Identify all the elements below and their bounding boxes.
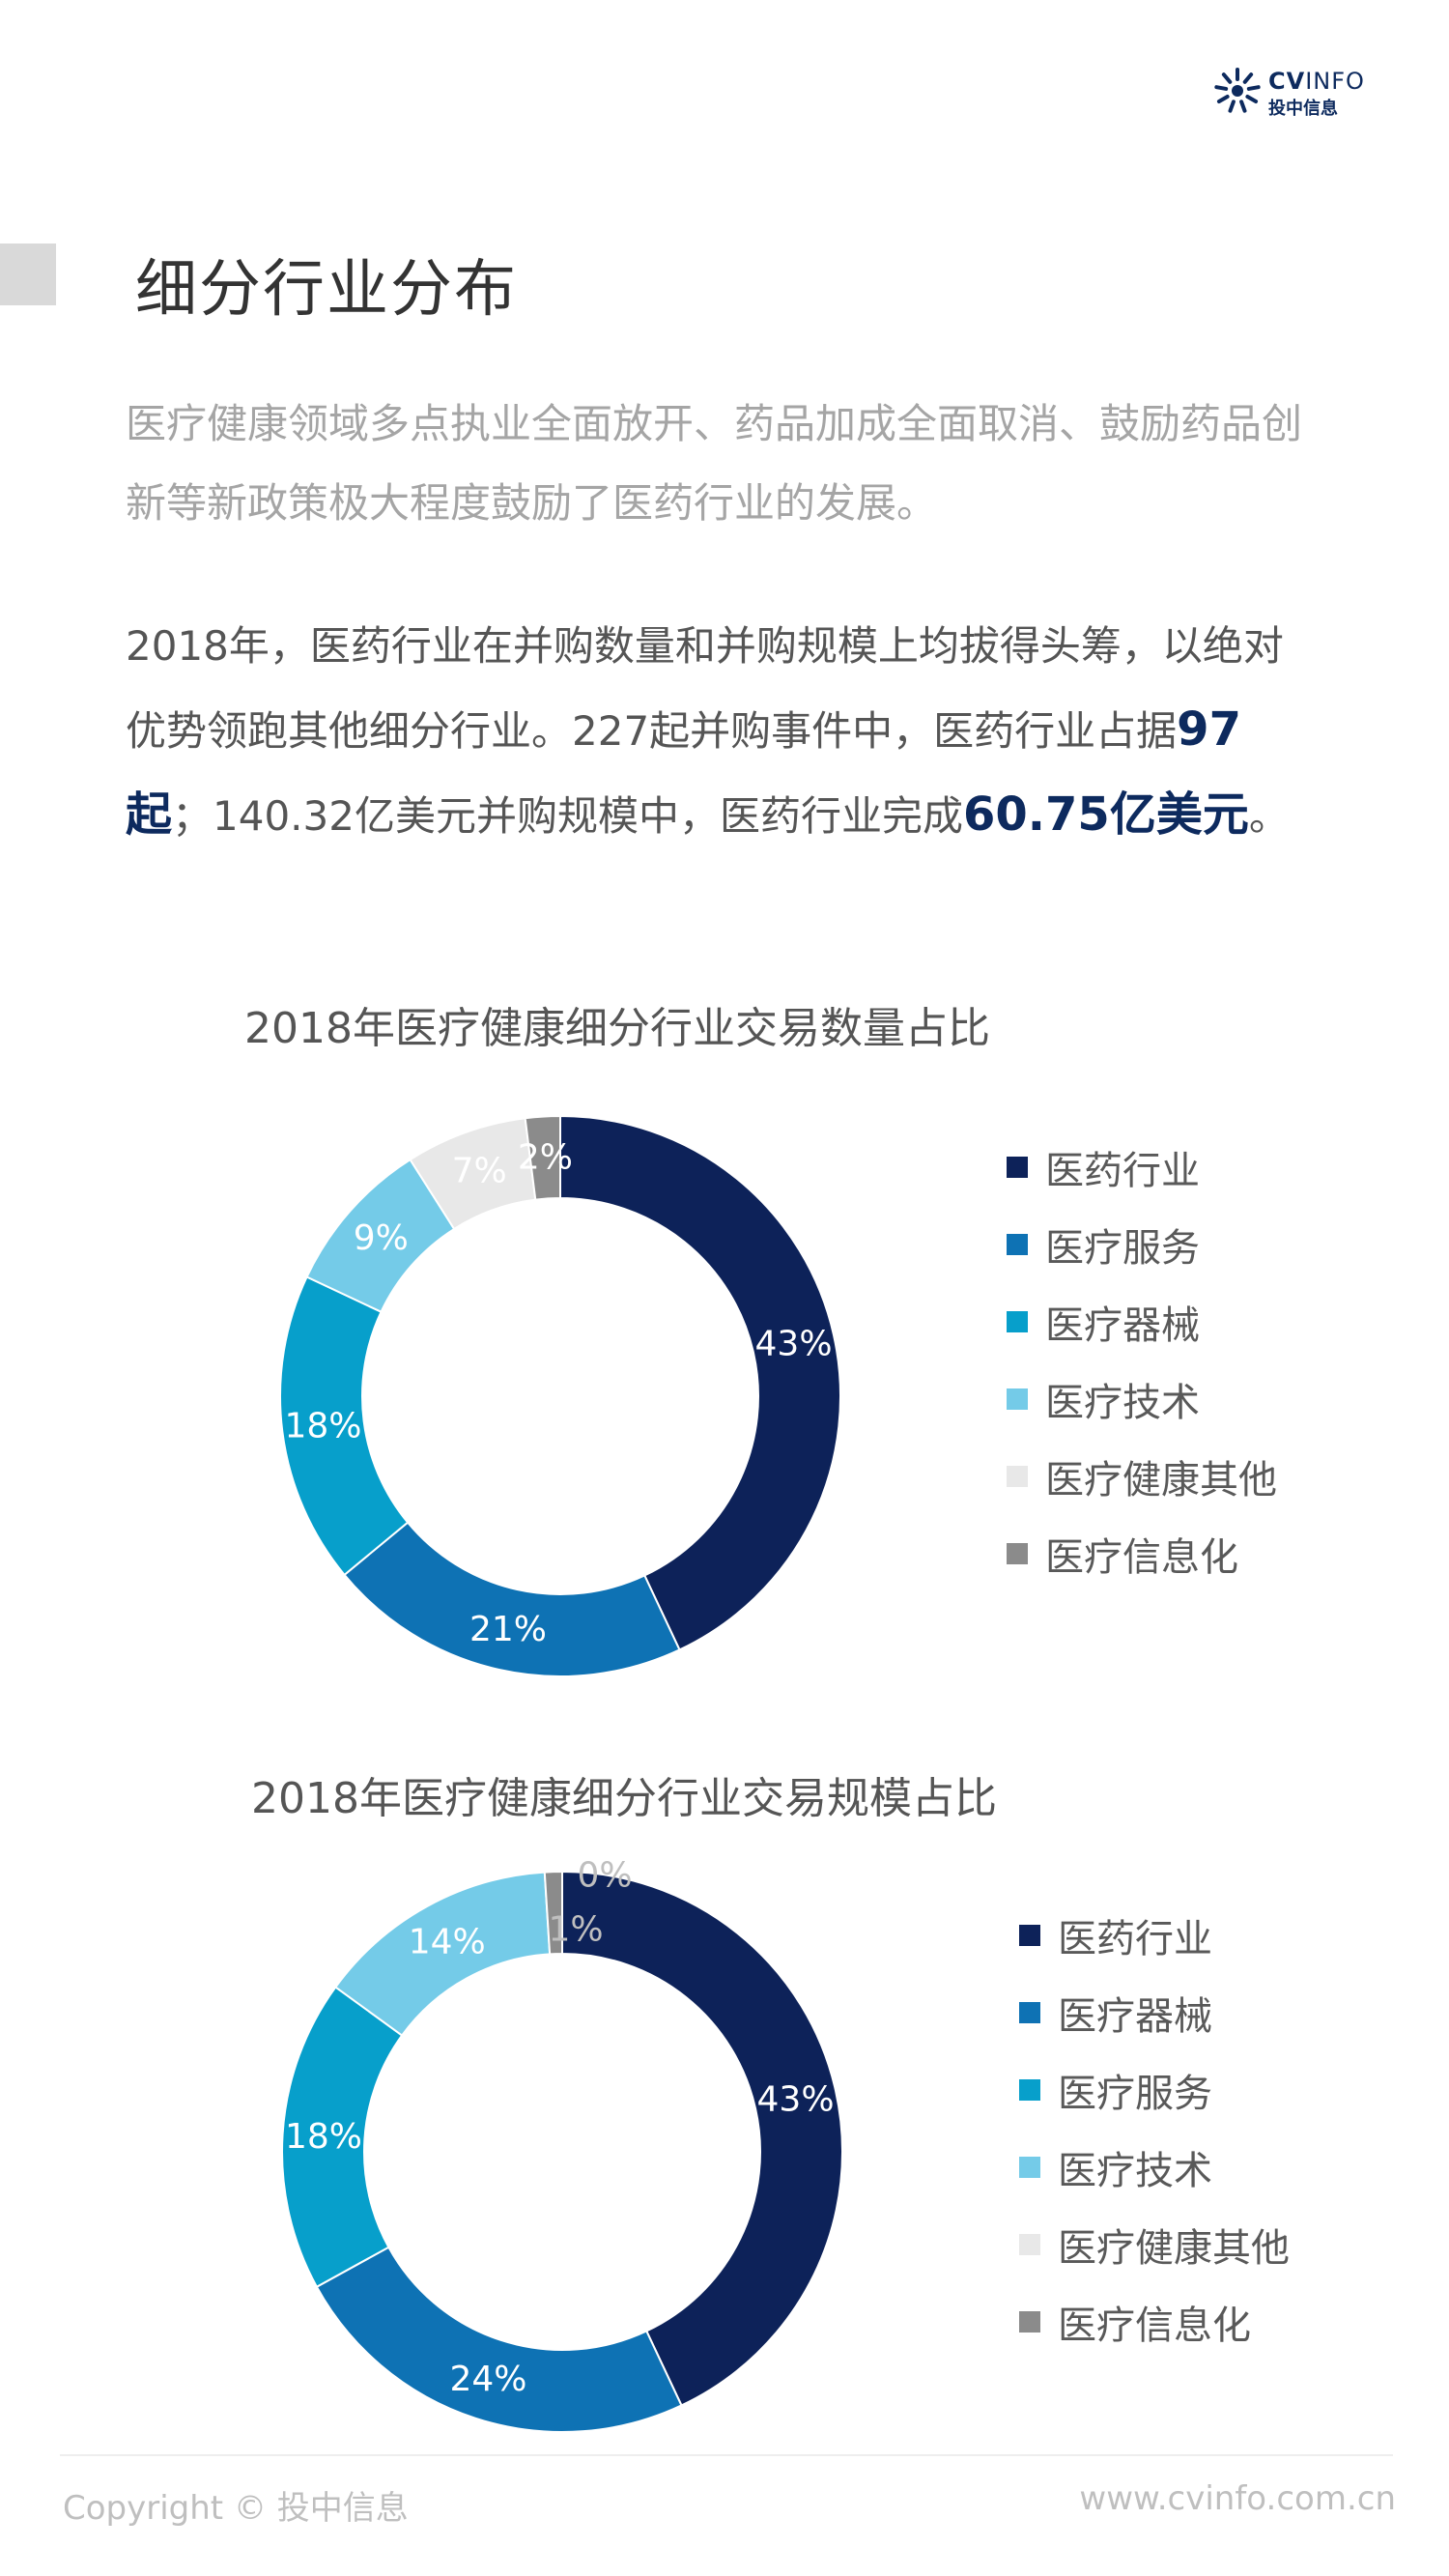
chart1-legend-item-3: 医疗技术 [1007,1360,1277,1438]
chart2-data-label-2: 18% [285,2117,362,2157]
chart1-legend-item-5: 医疗信息化 [1007,1515,1277,1592]
chart1-legend: 医药行业医疗服务医疗器械医疗技术医疗健康其他 医疗信息化 [1007,1129,1277,1592]
chart2-legend-label-4: 医疗健康其他 [1058,2226,1290,2271]
footer-divider [60,2454,1393,2456]
chart1-data-label-5: 2% [518,1137,573,1177]
chart2-legend-label-0: 医药行业 [1058,1917,1212,1961]
chart2-data-label-5: 1% [548,1910,603,1950]
chart1-legend-swatch-5 [1007,1543,1028,1564]
body-text-part1: 2018年，医药行业在并购数量和并购规模上均拔得头筹，以绝对优势领跑其他细分行业… [126,622,1284,755]
chart2-legend-swatch-2 [1019,2079,1040,2101]
chart1-legend-label-5: 医疗信息化 [1045,1535,1238,1580]
chart2-legend-label-3: 医疗技术 [1058,2149,1212,2193]
chart2-data-label-1: 24% [450,2360,527,2399]
chart2-legend: 医药行业医疗器械医疗服务医疗技术医疗健康其他 医疗信息化 [1019,1897,1290,2361]
page-title: 细分行业分布 [135,254,518,326]
chart1-legend-label-2: 医疗器械 [1045,1303,1200,1348]
body-text-part3: 。 [1248,792,1290,840]
chart1-slice-1 [343,1521,681,1677]
cvinfo-logo-icon [1214,68,1261,113]
logo-text-cn: 投中信息 [1268,99,1338,119]
chart1-legend-label-1: 医疗服务 [1045,1226,1200,1271]
chart1-legend-swatch-2 [1007,1311,1028,1332]
chart2-legend-label-2: 医疗服务 [1058,2072,1212,2116]
chart2-slice-5 [543,1870,563,1956]
title-accent-bar [0,243,56,305]
chart2-legend-item-3: 医疗技术 [1019,2129,1290,2206]
chart2-data-label-3: 14% [409,1923,486,1962]
chart2-legend-label-1: 医疗器械 [1058,1994,1212,2039]
chart1-data-label-0: 43% [755,1325,833,1364]
footer-website-link[interactable]: www.cvinfo.com.cn [1079,2479,1396,2518]
chart2-legend-item-4: 医疗健康其他 [1019,2206,1290,2283]
chart1-legend-swatch-4 [1007,1466,1028,1487]
chart1-legend-swatch-1 [1007,1234,1028,1255]
chart2-legend-swatch-3 [1019,2157,1040,2178]
cvinfo-logo: CVINFO 投中信息 [1212,66,1367,124]
chart1-legend-item-1: 医疗服务 [1007,1206,1277,1283]
chart2-slice-1 [315,2246,683,2433]
body-highlight-amount: 60.75亿美元 [962,787,1249,842]
chart2-data-label-0: 43% [757,2080,835,2120]
chart1-data-label-3: 9% [354,1218,409,1258]
chart1-data-label-4: 7% [452,1152,507,1191]
chart2-slice-0 [561,1870,843,2407]
logo-text-en: CVINFO [1268,68,1365,95]
chart2-data-label-4: 0% [577,1856,632,1896]
chart1-legend-item-4: 医疗健康其他 [1007,1438,1277,1515]
chart1-legend-label-0: 医药行业 [1045,1149,1200,1193]
chart1-legend-item-0: 医药行业 [1007,1129,1277,1206]
chart1-data-label-2: 18% [284,1407,361,1446]
chart2-legend-swatch-5 [1019,2311,1040,2333]
chart2-legend-swatch-0 [1019,1925,1040,1946]
chart1-legend-item-2: 医疗器械 [1007,1283,1277,1360]
chart1-slice-0 [559,1114,841,1651]
chart2-legend-item-1: 医疗器械 [1019,1974,1290,2051]
chart2-donut: 43% 24% 18% 14% 0% 1% [281,1856,843,2433]
chart2-legend-item-2: 医疗服务 [1019,2051,1290,2129]
chart2-legend-item-5: 医疗信息化 [1019,2283,1290,2361]
chart1-legend-swatch-0 [1007,1157,1028,1178]
chart1-legend-label-3: 医疗技术 [1045,1381,1200,1425]
footer-copyright: Copyright © 投中信息 [63,2489,409,2528]
chart2-title: 2018年医疗健康细分行业交易规模占比 [251,1774,997,1823]
chart2-legend-item-0: 医药行业 [1019,1897,1290,1974]
body-paragraph: 2018年，医药行业在并购数量和并购规模上均拔得头筹，以绝对优势领跑其他细分行业… [126,605,1323,858]
body-highlight-count: 97起 [126,702,1241,842]
chart1-data-label-1: 21% [469,1610,547,1649]
chart1-slice-5 [524,1114,561,1201]
chart1-donut: 43% 21% 18% 9% 7% 2% [279,1114,841,1677]
chart1-title: 2018年医疗健康细分行业交易数量占比 [244,1004,990,1053]
intro-paragraph: 医疗健康领域多点执业全面放开、药品加成全面取消、鼓励药品创新等新政策极大程度鼓励… [126,400,1303,527]
chart1-legend-label-4: 医疗健康其他 [1045,1458,1277,1503]
chart2-legend-label-5: 医疗信息化 [1058,2304,1251,2348]
chart2-legend-swatch-1 [1019,2002,1040,2023]
chart2-legend-swatch-4 [1019,2234,1040,2255]
body-text-part2: ；140.32亿美元并购规模中，医药行业完成 [172,792,963,840]
chart1-legend-swatch-3 [1007,1388,1028,1410]
